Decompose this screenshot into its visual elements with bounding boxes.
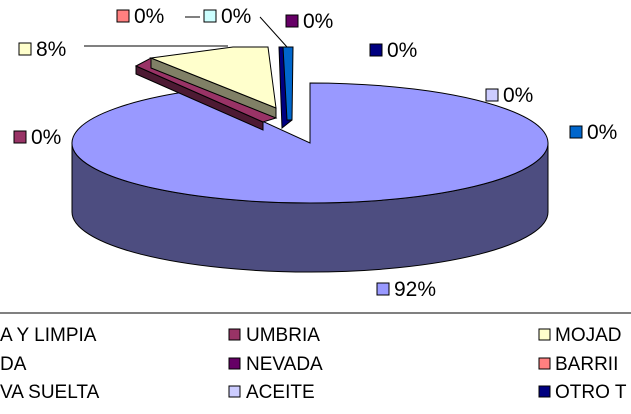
- leader-nevada: [259, 16, 288, 48]
- pie-slices: [71, 46, 549, 273]
- data-label-unnamed: 0%: [587, 121, 617, 144]
- slice-top-seca-y-limpia: [71, 82, 549, 204]
- legend-entry-r0-c0: A Y LIMPIA: [0, 325, 97, 346]
- label-swatch-nevada: [285, 14, 299, 28]
- data-label-umbria: 0%: [31, 126, 61, 149]
- slice-top-mojada: [149, 46, 277, 109]
- data-label-nevada: 0%: [303, 10, 333, 33]
- label-swatch-aceite: [485, 88, 499, 102]
- legend-swatch-r1-c2: [538, 357, 551, 370]
- data-labels: 92% 0% 8% 0% 0% 0% 0% 0% 0%: [13, 5, 617, 301]
- legend-entry-r2-c2: OTRO T: [555, 382, 627, 403]
- data-label-seca-y-limpia: 92%: [394, 278, 436, 301]
- slice-top-extra: [282, 46, 294, 121]
- label-swatch-grava-suelta: [203, 9, 217, 23]
- legend-swatch-r1-c1: [228, 357, 241, 370]
- data-label-barrida: 0%: [134, 5, 164, 28]
- legend-entry-r0-c1: UMBRIA: [246, 325, 320, 346]
- legend-swatch-r2-c2: [538, 385, 551, 398]
- legend-swatch-r0-c1: [228, 328, 241, 341]
- label-swatch-mojada: [18, 42, 32, 56]
- data-label-otro-tipo: 0%: [387, 39, 417, 62]
- label-swatch-otro-tipo: [369, 43, 383, 57]
- legend: A Y LIMPIA UMBRIA MOJAD DA NEVADA BARRII VA SU…: [0, 325, 627, 403]
- label-swatch-unnamed: [569, 125, 583, 139]
- legend-entry-r2-c1: ACEITE: [246, 382, 315, 403]
- legend-entry-r0-c2: MOJAD: [555, 325, 622, 346]
- legend-entry-r1-c2: BARRII: [555, 354, 618, 375]
- legend-swatch-r2-c1: [228, 385, 241, 398]
- legend-entry-r2-c0: VA SUELTA: [0, 382, 100, 403]
- legend-swatch-r0-c2: [538, 328, 551, 341]
- label-swatch-umbria: [13, 130, 27, 144]
- data-label-mojada: 8%: [36, 38, 66, 61]
- data-label-aceite: 0%: [503, 84, 533, 107]
- legend-entry-r1-c0: DA: [0, 354, 27, 375]
- label-swatch-barrida: [116, 9, 130, 23]
- legend-entry-r1-c1: NEVADA: [246, 354, 323, 375]
- data-label-grava-suelta: 0%: [221, 5, 251, 28]
- label-swatch-seca-y-limpia: [376, 282, 390, 296]
